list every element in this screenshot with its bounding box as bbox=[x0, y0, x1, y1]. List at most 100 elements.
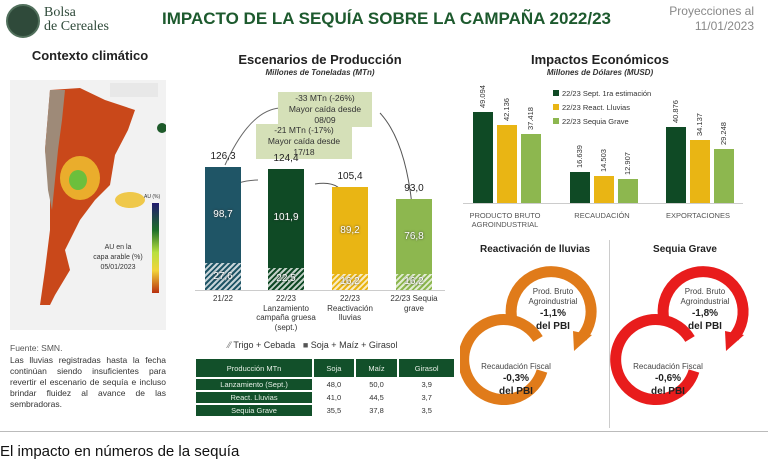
map-legend-title: AU (%) bbox=[144, 194, 161, 200]
econ-bar bbox=[497, 124, 517, 203]
infographic: Bolsa de Cereales IMPACTO DE LA SEQUÍA SO… bbox=[0, 4, 768, 432]
legend-swatch-icon bbox=[553, 118, 559, 124]
economic-title: Impactos Económicos bbox=[531, 52, 669, 67]
econ-legend-item: 22/23 React. Lluvias bbox=[553, 103, 630, 112]
category-label-line: 22/23 bbox=[339, 294, 361, 303]
rain-pba-value: -1,1% bbox=[539, 308, 567, 319]
legend-wheat: Trigo + Cebada bbox=[233, 340, 296, 350]
map-label-line-1: AU en la bbox=[104, 244, 132, 251]
econ-category-label: PRODUCTO BRUTO AGROINDUSTRIAL bbox=[460, 211, 550, 229]
category-label-line: Reactivación bbox=[327, 303, 373, 313]
bar-label-wheat: 22,5 bbox=[276, 273, 296, 285]
brand-name: Bolsa de Cereales bbox=[44, 6, 109, 34]
production-subtitle: Millones de Toneladas (MTn) bbox=[265, 68, 375, 77]
econ-category-line: PRODUCTO BRUTO bbox=[469, 211, 541, 220]
econ-legend-label: 22/23 React. Lluvias bbox=[562, 103, 630, 112]
drought-cycle-arrows bbox=[610, 266, 749, 406]
bar-hatch-pattern bbox=[205, 263, 241, 290]
arrow-line bbox=[379, 112, 413, 206]
category-label: 22/23 Reactivación lluvias bbox=[319, 294, 381, 323]
soil-moisture-map: AU (%) AU en la capa arable (%) 05/01/20… bbox=[10, 80, 167, 330]
callout-drought-note: Mayor caída desde 08/09 bbox=[288, 104, 362, 125]
table-row: Lanzamiento (Sept.) 48,0 50,0 3,9 bbox=[196, 379, 454, 390]
category-label-line: 22/23 Sequia bbox=[390, 294, 438, 303]
bar-label-wheat: 27,6 bbox=[213, 270, 233, 282]
table-cell: 48,0 bbox=[326, 380, 342, 389]
legend-hatch-icon: ⁄⁄ bbox=[228, 340, 232, 350]
rain-pba-unit: del PBI bbox=[536, 321, 570, 332]
category-label-line: campaña gruesa bbox=[256, 313, 316, 322]
econ-bar-value: 40.876 bbox=[671, 100, 680, 124]
rain-pba-label: Prod. Bruto bbox=[532, 287, 574, 296]
legend-square-icon: ■ bbox=[302, 340, 309, 350]
table-row-label: React. Lluvias bbox=[196, 392, 313, 403]
econ-bar bbox=[521, 133, 541, 203]
econ-category-label: RECAUDACIÓN bbox=[557, 211, 647, 220]
production-axis bbox=[195, 290, 445, 291]
econ-bar bbox=[618, 179, 638, 203]
rain-fiscal-value: -0,3% bbox=[502, 373, 530, 384]
econ-bar bbox=[473, 112, 493, 203]
callout-rain-note: Mayor caída desde 17/18 bbox=[267, 136, 341, 157]
economic-axis bbox=[463, 203, 743, 204]
production-legend: ⁄⁄ Trigo + Cebada ■ Soja + Maíz + Giraso… bbox=[228, 340, 397, 350]
table-row-label: Sequia Grave bbox=[196, 405, 313, 416]
category-label-line: 22/23 bbox=[275, 294, 297, 303]
category-label: 21/22 bbox=[192, 294, 254, 304]
projection-date: Proyecciones al 11/01/2023 bbox=[669, 4, 754, 34]
category-label: 22/23 Lanzamiento campaña gruesa (sept.) bbox=[255, 294, 317, 332]
legend-swatch-icon bbox=[553, 104, 559, 110]
legend-soy: Soja + Maíz + Girasol bbox=[310, 340, 398, 350]
institution-logos bbox=[110, 83, 158, 97]
map-source: Fuente: SMN. bbox=[10, 343, 63, 353]
table-cell: 35,5 bbox=[326, 406, 342, 415]
econ-bar bbox=[594, 176, 614, 203]
drought-pba-value: -1,8% bbox=[691, 308, 719, 319]
econ-bar-value: 37.418 bbox=[526, 106, 535, 130]
drought-fiscal: Recaudación Fiscal -0,6% del PBI bbox=[622, 362, 714, 398]
cycle-arc-top bbox=[505, 266, 597, 341]
page-title: IMPACTO DE LA SEQUÍA SOBRE LA CAMPAÑA 20… bbox=[162, 9, 611, 28]
rain-pba-label2: Agroindustrial bbox=[528, 297, 578, 306]
category-label-line: lluvias bbox=[338, 313, 362, 322]
table-cell: 50,0 bbox=[369, 380, 384, 389]
table-row: Sequia Grave 35,5 37,8 3,5 bbox=[196, 405, 454, 416]
economic-subtitle: Millones de Dólares (MUSD) bbox=[546, 68, 654, 77]
cycle-arrowhead-icon bbox=[573, 331, 592, 351]
map-color-scale bbox=[152, 203, 159, 293]
scenario-drought-title: Sequia Grave bbox=[653, 244, 717, 255]
drought-fiscal-unit: del PBI bbox=[651, 386, 685, 397]
production-title: Escenarios de Producción bbox=[238, 52, 402, 67]
econ-bar-value: 14.503 bbox=[599, 149, 608, 173]
econ-legend-item: 22/23 Sept. 1ra estimación bbox=[553, 89, 651, 98]
rain-fiscal: Recaudación Fiscal -0,3% del PBI bbox=[470, 362, 562, 398]
econ-bar-value: 49.094 bbox=[478, 85, 487, 108]
cycle-arc-top bbox=[657, 266, 749, 341]
bar-total-label: 124,4 bbox=[273, 152, 299, 164]
bar-total-label: 93,0 bbox=[404, 183, 424, 195]
table-header: Girasol bbox=[399, 359, 454, 377]
category-label-line: Lanzamiento bbox=[263, 303, 309, 313]
scenario-divider bbox=[609, 240, 610, 428]
bar-hatch-pattern bbox=[268, 268, 304, 290]
econ-bar-value: 42.136 bbox=[502, 97, 511, 121]
econ-bar bbox=[714, 148, 734, 203]
table-cell: 44,5 bbox=[369, 393, 384, 402]
table-cell: 3,7 bbox=[421, 393, 432, 402]
bar-soy-maize-sunflower bbox=[332, 187, 368, 275]
rain-pba: Prod. Bruto Agroindustrial -1,1% del PBI bbox=[508, 287, 598, 333]
callout-rain-value: -21 MTn (-17%) bbox=[274, 125, 334, 135]
map-andes bbox=[45, 90, 65, 210]
table-cell: 41,0 bbox=[326, 393, 342, 402]
map-date: 05/01/2023 bbox=[100, 264, 136, 271]
drought-pba: Prod. Bruto Agroindustrial -1,8% del PBI bbox=[660, 287, 750, 333]
category-label-line: (sept.) bbox=[274, 322, 298, 332]
table-cell: 37,8 bbox=[369, 406, 384, 415]
econ-bar-value: 29.248 bbox=[719, 121, 728, 145]
map-label-line-2: capa arable (%) bbox=[93, 254, 143, 261]
table-header: Maíz bbox=[355, 359, 398, 377]
brand-line-2: de Cereales bbox=[44, 19, 109, 34]
arrow-line bbox=[224, 107, 281, 166]
econ-category-label: EXPORTACIONES bbox=[653, 211, 743, 220]
bar-label-wheat: 16,2 bbox=[404, 276, 424, 288]
